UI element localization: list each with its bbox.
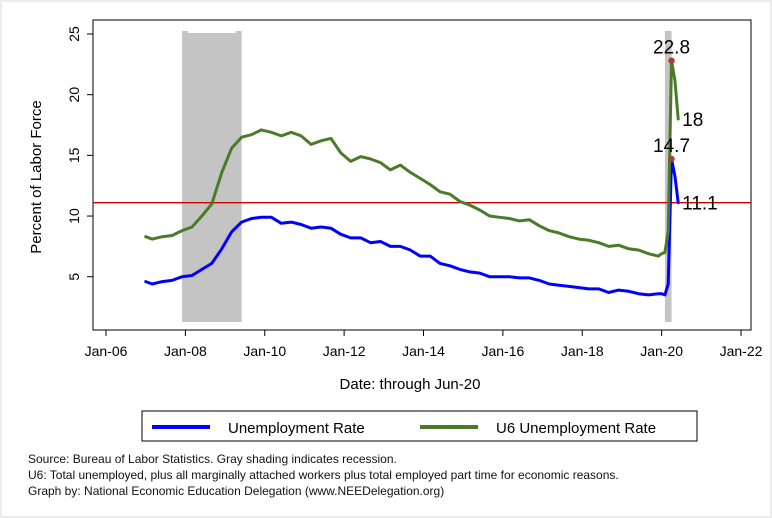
y-tick-label: 20: [66, 87, 82, 103]
legend-box: [141, 410, 698, 442]
y-axis: 5 10 15 20 25: [66, 26, 93, 281]
recession-band-cap-1: [235, 31, 242, 35]
data-point-marker: [668, 57, 675, 64]
legend: Unemployment Rate U6 Unemployment Rate: [141, 410, 698, 442]
series-line-u6-unemployment-rate: [144, 59, 680, 258]
y-tick-label: 15: [66, 147, 82, 163]
footnote-source: Source: Bureau of Labor Statistics. Gray…: [28, 452, 397, 466]
x-tick-label: Jan-08: [164, 343, 207, 359]
x-tick-label: Jan-14: [402, 343, 445, 359]
legend-label-unemployment-rate: Unemployment Rate: [228, 420, 365, 437]
y-tick-label: 10: [66, 208, 82, 224]
data-label: 11.1: [682, 194, 718, 215]
x-tick-label: Jan-20: [640, 343, 683, 359]
x-tick-label: Jan-10: [243, 343, 286, 359]
data-label: 22.8: [653, 38, 690, 59]
y-tick-label: 5: [66, 273, 82, 281]
x-tick-label: Jan-12: [323, 343, 366, 359]
legend-label-u6-unemployment-rate: U6 Unemployment Rate: [496, 420, 656, 437]
series-group: [144, 59, 680, 297]
x-tick-label: Jan-06: [85, 343, 128, 359]
x-axis: Jan-06 Jan-08 Jan-10 Jan-12 Jan-14 Jan-16 Jan-…: [85, 330, 763, 359]
data-label: 14.7: [653, 136, 690, 157]
recession-band-cap-1: [182, 31, 189, 35]
data-point-marker: [668, 155, 675, 163]
x-axis-title: Date: through Jun-20: [340, 376, 481, 393]
y-axis-title: Percent of Labor Force: [28, 100, 45, 253]
footnote-graph-by: Graph by: National Economic Education De…: [28, 484, 445, 498]
footnote-u6-definition: U6: Total unemployed, plus all marginall…: [28, 468, 619, 482]
x-tick-label: Jan-22: [720, 343, 763, 359]
recession-band-cap-2: [665, 31, 672, 35]
data-label: 18: [682, 110, 703, 131]
y-tick-label: 25: [66, 26, 82, 42]
annotations-group: 22.8 18 14.7 11.1: [653, 38, 718, 215]
x-tick-label: Jan-16: [481, 343, 524, 359]
recession-band-1: [182, 33, 242, 322]
series-line-unemployment-rate: [144, 157, 680, 297]
x-tick-label: Jan-18: [561, 343, 604, 359]
